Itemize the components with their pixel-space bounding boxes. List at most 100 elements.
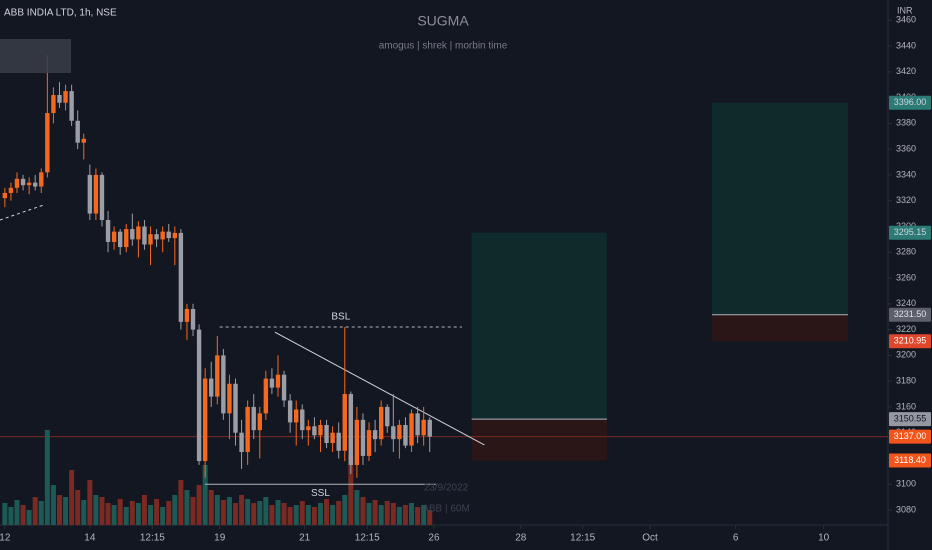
volume-bar xyxy=(56,495,62,525)
candle-body xyxy=(20,178,26,186)
candle-body xyxy=(385,406,390,427)
volume-bar xyxy=(305,505,311,525)
volume-bar xyxy=(378,505,384,525)
volume-bar xyxy=(129,501,135,525)
price-label-box xyxy=(889,412,931,427)
volume-bar xyxy=(184,490,190,525)
volume-bar xyxy=(38,501,44,525)
candle-body xyxy=(239,432,244,453)
candle-body xyxy=(360,419,366,456)
volume-bar xyxy=(63,497,69,525)
y-tick-label: 3420 xyxy=(896,66,916,76)
volume-bar xyxy=(372,500,378,525)
candle-body xyxy=(117,231,123,248)
x-tick-label: 12:15 xyxy=(355,533,380,544)
volume-bar xyxy=(26,510,32,525)
candle-body xyxy=(354,419,360,465)
y-tick-label: 3320 xyxy=(896,195,916,205)
position-stop-zone xyxy=(711,314,848,342)
volume-bar xyxy=(336,501,342,525)
volume-bar xyxy=(409,503,415,525)
candle-body xyxy=(397,424,402,440)
candle-body xyxy=(275,374,281,388)
x-tick-label: Oct xyxy=(642,533,658,544)
y-tick-label: 3220 xyxy=(896,324,916,334)
volume-bar xyxy=(330,505,336,525)
price-label-box xyxy=(889,429,931,444)
y-axis-label: INR xyxy=(897,5,913,15)
volume-bar xyxy=(311,507,317,525)
volume-bar xyxy=(81,500,87,525)
candle-body xyxy=(233,383,238,433)
y-tick-label: 3340 xyxy=(896,169,916,179)
y-tick-label: 3100 xyxy=(896,479,916,489)
volume-bar xyxy=(93,495,99,525)
candle-body xyxy=(372,430,378,440)
volume-bar xyxy=(287,507,293,525)
price-label: 3118.40 xyxy=(894,455,926,465)
price-label-box xyxy=(889,95,931,110)
volume-bar xyxy=(421,505,427,525)
symbol: ABB INDIA LTD, 1h, NSE xyxy=(4,8,117,19)
y-tick-label: 3240 xyxy=(896,298,916,308)
y-tick-label: 3160 xyxy=(896,401,916,411)
price-label-box xyxy=(889,453,931,468)
volume-bar xyxy=(123,507,129,525)
volume-bar xyxy=(111,505,117,525)
volume-bar xyxy=(44,430,50,525)
candle-body xyxy=(172,232,178,239)
x-tick-label: 12:15 xyxy=(140,533,165,544)
candle-body xyxy=(209,378,214,397)
price-label: 3396.00 xyxy=(894,97,927,107)
volume-bar xyxy=(275,500,281,525)
volume-bar xyxy=(208,490,214,525)
candle-body xyxy=(26,182,32,186)
candle-body xyxy=(421,419,426,436)
candle-body xyxy=(105,220,111,242)
volume-bar xyxy=(20,505,26,525)
candle-body xyxy=(342,394,347,451)
volume-bar xyxy=(427,510,433,525)
candle-body xyxy=(269,378,275,388)
candle-body xyxy=(227,383,232,414)
candle-body xyxy=(148,234,153,245)
volume-bar xyxy=(390,503,396,525)
price-label: 3295.15 xyxy=(894,227,927,237)
candle-body xyxy=(87,174,93,214)
x-tick-label: 19 xyxy=(214,533,226,544)
candle-body xyxy=(63,91,68,103)
chart-subtitle: amogus | shrek | morbin time xyxy=(379,41,508,52)
watermark: ABB | 60M xyxy=(422,504,470,515)
y-tick-label: 3280 xyxy=(896,247,916,257)
candle-body xyxy=(330,432,335,444)
trendline xyxy=(0,204,46,221)
candle-body xyxy=(409,413,414,446)
candle-body xyxy=(136,226,141,240)
volume-bar xyxy=(32,497,38,525)
price-label-box xyxy=(889,307,931,322)
volume-bar xyxy=(8,507,14,525)
volume-bar xyxy=(396,507,402,525)
volume-bar xyxy=(293,505,299,525)
volume-bar xyxy=(69,470,75,525)
candle-body xyxy=(427,419,432,437)
volume-bar xyxy=(141,495,147,525)
volume-bar xyxy=(135,503,141,525)
plot-area: BSL SSL xyxy=(0,55,888,525)
volume-bar xyxy=(75,490,81,525)
position-target-zone xyxy=(711,102,848,315)
candle-body xyxy=(281,374,287,401)
x-tick-label: 21 xyxy=(299,533,311,544)
volume-bar xyxy=(2,503,8,525)
x-tick-label: 12 xyxy=(0,533,11,544)
ssl-label: SSL xyxy=(311,488,330,499)
position-target-zone xyxy=(471,232,607,420)
volume-bar xyxy=(50,485,56,525)
volume-bar xyxy=(281,503,287,525)
candle-body xyxy=(39,172,44,187)
bsl-label: BSL xyxy=(331,312,350,323)
candle-body xyxy=(69,91,74,121)
candle-body xyxy=(318,424,323,436)
trendline xyxy=(274,331,485,446)
